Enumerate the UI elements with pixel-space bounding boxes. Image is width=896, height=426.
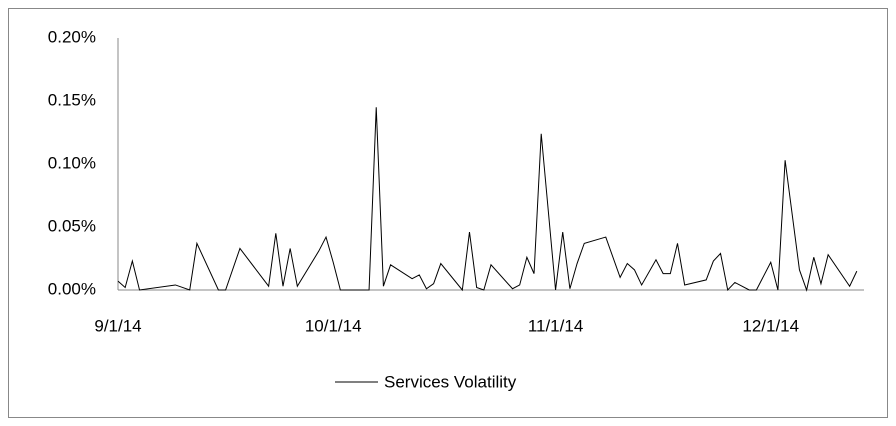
x-tick-label: 10/1/14 xyxy=(305,316,362,335)
y-tick-label: 0.05% xyxy=(48,216,96,235)
y-tick-label: 0.10% xyxy=(48,153,96,172)
x-tick-label: 12/1/14 xyxy=(742,316,799,335)
y-tick-label: 0.20% xyxy=(48,27,96,46)
y-tick-label: 0.15% xyxy=(48,90,96,109)
x-tick-label: 11/1/14 xyxy=(528,316,583,335)
x-tick-label: 9/1/14 xyxy=(94,316,141,335)
chart-border xyxy=(8,8,888,418)
legend-label: Services Volatility xyxy=(384,372,517,391)
y-tick-label: 0.00% xyxy=(48,279,96,298)
series-line xyxy=(117,107,858,292)
